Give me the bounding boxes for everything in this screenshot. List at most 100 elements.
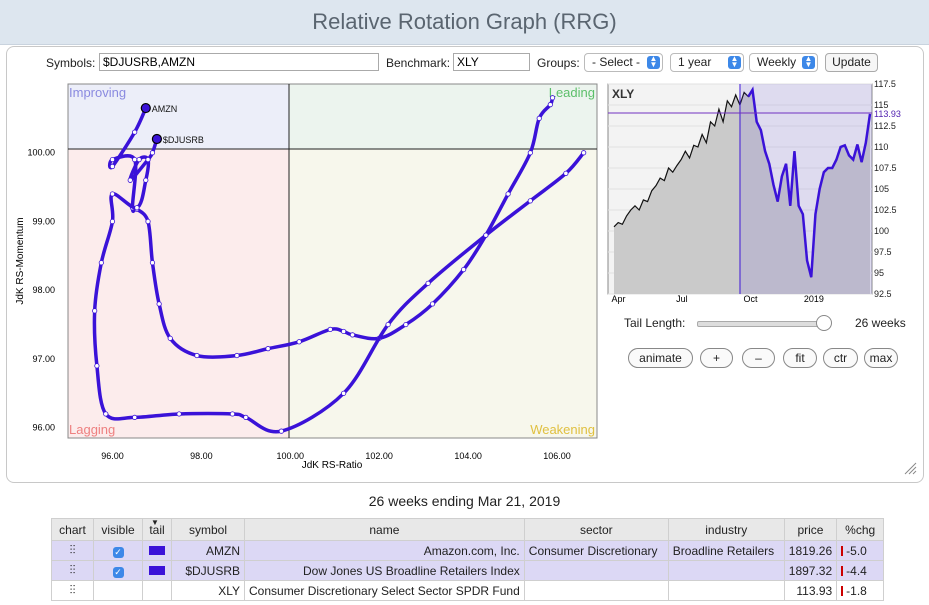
x-tick-label: 100.00 [277, 451, 305, 461]
x-tick-label: 106.00 [543, 451, 571, 461]
chevron-updown-icon: ▲ ▼ [802, 55, 815, 69]
table-row[interactable]: ⫶⫶ ✓ AMZN Amazon.com, Inc. Consumer Disc… [51, 540, 885, 561]
rrg-tail-point [109, 157, 116, 163]
rrg-head-point[interactable] [151, 133, 163, 145]
title-bar: Relative Rotation Graph (RRG) [0, 0, 929, 45]
benchmark-input[interactable] [453, 53, 530, 71]
col-price[interactable]: price [783, 518, 838, 541]
animate-button[interactable]: animate [628, 348, 693, 368]
zoom-out-button[interactable]: – [742, 348, 775, 368]
rrg-head-point[interactable] [140, 102, 151, 114]
rrg-series: AMZN $DJUSRB [92, 95, 587, 434]
row-name: Consumer Discretionary Select Sector SPD… [244, 580, 525, 601]
rrg-tail-point [385, 321, 391, 328]
rrg-tail-point [243, 414, 249, 420]
tail-length-slider-handle[interactable] [816, 315, 832, 331]
row-sector [523, 580, 669, 601]
rrg-tail-point [547, 102, 553, 108]
visible-checkbox[interactable]: ✓ [93, 540, 143, 561]
symbol-table: chart visible ▼ tail symbol name sector i… [51, 518, 885, 601]
series-label: $DJUSRB [163, 135, 204, 145]
col-pctchg[interactable]: %chg [836, 518, 885, 541]
quadrant-label-weakening: Weakening [530, 422, 595, 437]
bench-y-tick: 95 [874, 268, 884, 278]
bench-x-tick: 2019 [804, 294, 824, 304]
row-sector: Consumer Discretionary [523, 540, 669, 561]
benchmark-chart: XLY 113.93 117.5 115 112.5 110 107.5 105 102.5… [607, 79, 901, 304]
tail-length-label: Tail Length: [624, 316, 686, 330]
col-sector[interactable]: sector [523, 518, 669, 541]
chart-icon[interactable]: ⫶⫶ [51, 540, 94, 561]
quadrant-label-leading: Leading [549, 85, 595, 100]
bench-y-tick: 102.5 [874, 205, 897, 215]
tail-length-slider[interactable] [697, 321, 829, 327]
chart-icon[interactable]: ⫶⫶ [51, 560, 94, 581]
fit-button[interactable]: fit [783, 348, 817, 368]
max-button[interactable]: max [864, 348, 898, 368]
resize-grip-icon[interactable] [904, 462, 917, 475]
chart-icon[interactable]: ⫶⫶ [51, 580, 94, 601]
row-name: Dow Jones US Broadline Retailers Index [244, 560, 525, 581]
tail-color-swatch[interactable] [142, 560, 172, 581]
col-symbol[interactable]: symbol [171, 518, 245, 541]
rrg-tail-point [109, 218, 116, 225]
rrg-tail-point [94, 363, 100, 369]
rrg-tail-point [127, 177, 133, 183]
bench-y-tick: 100 [874, 226, 889, 236]
row-price: 113.93 [783, 580, 838, 601]
row-name: Amazon.com, Inc. [244, 540, 525, 561]
benchmark-tail-line [747, 86, 872, 278]
chevron-updown-icon: ▲ ▼ [647, 55, 660, 69]
symbols-input[interactable] [99, 53, 379, 71]
negative-bar-icon [841, 546, 844, 557]
bench-y-tick: 107.5 [874, 163, 897, 173]
rrg-tail-point [234, 352, 240, 359]
visible-checkbox[interactable]: ✓ [93, 560, 143, 581]
bench-y-tick: 105 [874, 184, 889, 194]
rrg-tail-point [149, 150, 156, 156]
bench-x-tick: Oct [744, 294, 759, 304]
groups-select[interactable]: - Select - ▲ ▼ [584, 53, 663, 72]
center-button[interactable]: ctr [823, 348, 858, 368]
rrg-tail-point [278, 428, 284, 434]
frequency-select[interactable]: Weekly ▲ ▼ [749, 53, 818, 72]
benchmark-current-value: 113.93 [874, 109, 901, 119]
benchmark-label: Benchmark: [386, 56, 451, 70]
zoom-in-button[interactable]: + [700, 348, 733, 368]
tail-window [740, 84, 872, 294]
negative-bar-icon [841, 586, 844, 597]
x-tick-label: 102.00 [365, 451, 393, 461]
col-industry[interactable]: industry [667, 518, 785, 541]
tail-cell-empty [142, 580, 172, 601]
table-row[interactable]: ⫶⫶ XLY Consumer Discretionary Select Sec… [51, 580, 885, 601]
tail-length-value: 26 weeks [855, 316, 906, 330]
bench-x-tick: Apr [612, 294, 626, 304]
period-select[interactable]: 1 year ▲ ▼ [670, 53, 744, 72]
row-symbol: $DJUSRB [171, 560, 245, 581]
row-pctchg: -1.8 [836, 580, 885, 601]
x-tick-label: 96.00 [101, 451, 124, 461]
rrg-tail-point [505, 191, 511, 197]
row-sector [523, 560, 669, 581]
period-select-value: 1 year [678, 55, 712, 69]
rrg-tail-point [265, 346, 271, 352]
quadrant-label-lagging: Lagging [69, 422, 115, 437]
tail-color-swatch[interactable] [142, 540, 172, 561]
row-pctchg: -4.4 [836, 560, 885, 581]
rrg-tail-point [134, 205, 140, 211]
table-row[interactable]: ⫶⫶ ✓ $DJUSRB Dow Jones US Broadline Reta… [51, 560, 885, 581]
bench-y-tick: 112.5 [874, 121, 896, 131]
bench-y-tick: 97.5 [874, 247, 892, 257]
col-visible: visible [93, 518, 143, 541]
rrg-tail-point [143, 177, 149, 183]
table-header-row: chart visible ▼ tail symbol name sector i… [51, 518, 885, 541]
rrg-tail-point [145, 218, 151, 225]
update-button[interactable]: Update [825, 53, 878, 72]
row-symbol: AMZN [171, 540, 245, 561]
visible-cell-empty [93, 580, 143, 601]
row-pctchg: -5.0 [836, 540, 885, 561]
col-name[interactable]: name [244, 518, 525, 541]
y-tick-label: 99.00 [32, 216, 55, 226]
y-tick-label: 96.00 [32, 423, 55, 433]
